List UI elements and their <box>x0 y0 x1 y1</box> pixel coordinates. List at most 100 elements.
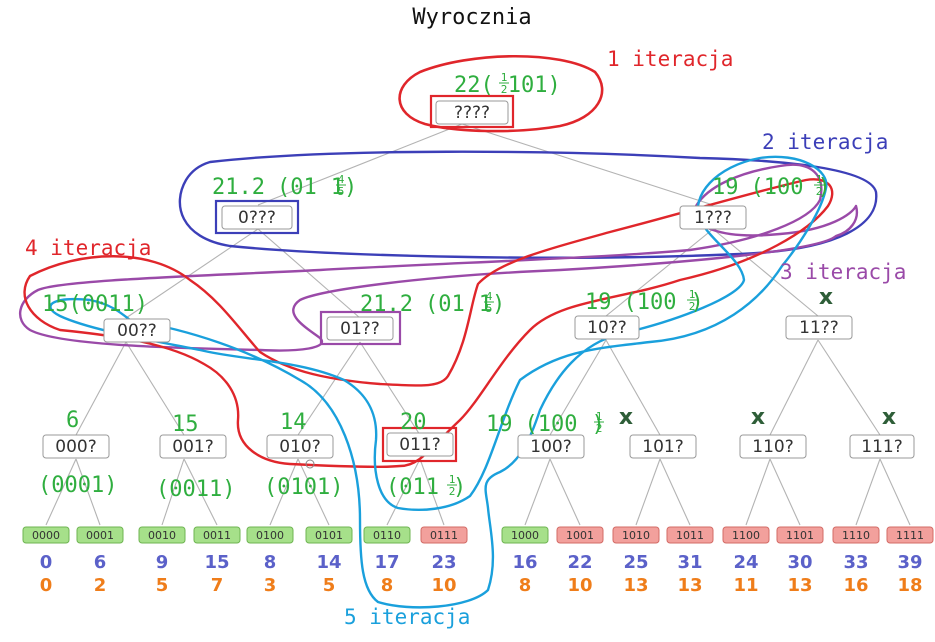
node-110: 110? <box>739 434 807 459</box>
estimate-value: 21.2 <box>360 292 413 317</box>
estimate-seq-pre: (01 <box>277 175 317 200</box>
estimate-n011-seq: (011) <box>386 475 466 500</box>
leaf-box <box>246 526 294 544</box>
node-label: 011? <box>399 435 440 455</box>
estimate-seq: (0011) <box>69 292 148 317</box>
highlight-boxes <box>214 94 515 463</box>
estimate-seq-post: 1) <box>479 292 506 317</box>
outline-iteration-3 <box>19 163 859 352</box>
diagram-title: Wyrocznia <box>412 5 531 30</box>
estimate-frac-num: 1 <box>501 71 508 84</box>
leaf-box <box>612 526 660 544</box>
edge-n11-n111 <box>817 339 881 436</box>
estimate-seq-post: ) <box>591 412 604 437</box>
estimate-seq-post: ) <box>453 475 466 500</box>
leaf-value-top: 16 <box>512 552 537 573</box>
edge-leaf <box>769 458 801 526</box>
node-label: ???? <box>454 103 490 123</box>
leaf-label: 1110 <box>842 529 870 542</box>
estimate-seq-pre: ( <box>481 73 494 98</box>
estimate-n1-text: 19 (100) <box>712 175 831 200</box>
estimate-frac-den: 2 <box>501 83 508 96</box>
edge-leaf <box>297 458 330 526</box>
estimate-n0-text: 21.2 (01 1) <box>212 175 357 200</box>
estimate-n01: 21.2 (01 1) 4 5 <box>360 290 505 317</box>
leaf-value-top: 6 <box>94 552 107 573</box>
edge-leaf <box>659 458 691 526</box>
estimate-root-text: 22(101) <box>454 73 561 98</box>
node-box <box>386 432 454 457</box>
leaf-value-bottom: 2 <box>94 575 107 596</box>
estimate-n01-text: 21.2 (01 1) <box>360 292 505 317</box>
node-100: 100? <box>517 434 585 459</box>
leaf-value-top: 17 <box>374 552 399 573</box>
edge-leaf <box>269 458 299 526</box>
node-box <box>42 434 110 459</box>
leaf-label: 0100 <box>256 529 284 542</box>
estimate-seq-pre: (100 <box>751 175 804 200</box>
estimate-n001-value: 15 <box>172 412 199 437</box>
cross-icon-n110: x <box>751 405 765 430</box>
iteration-label-5: 5 iteracja <box>344 605 470 629</box>
leaf-box <box>305 526 353 544</box>
estimate-value: 19 <box>712 175 739 200</box>
estimate-frac-num: 4 <box>338 173 345 186</box>
leaf-0001: 0001 62 <box>76 526 124 596</box>
node-label: 01?? <box>340 319 380 339</box>
estimate-value: 19 <box>585 290 612 315</box>
node-label: 00?? <box>117 321 157 341</box>
node-011: 011? <box>386 432 454 457</box>
node-101: 101? <box>629 434 697 459</box>
leaf-value-top: 15 <box>204 552 229 573</box>
leaf-box <box>138 526 186 544</box>
leaf-value-top: 25 <box>623 552 648 573</box>
node-label: 0??? <box>238 208 276 228</box>
leaf-box <box>363 526 411 544</box>
leaf-box <box>556 526 604 544</box>
node-box <box>629 434 697 459</box>
edge-n11-n110 <box>769 339 819 436</box>
leaf-box <box>886 526 934 544</box>
leaf-value-top: 8 <box>264 552 277 573</box>
pruned-marks: x x x x <box>619 285 896 430</box>
highlight-root <box>429 94 515 129</box>
cross-icon-n111: x <box>882 405 896 430</box>
estimate-n011-value: 20 <box>400 410 427 435</box>
estimate-value: 15 <box>42 292 69 317</box>
estimate-n010-value: 14 <box>280 410 307 435</box>
edge-n10-n101 <box>605 339 661 436</box>
node-box <box>221 205 293 230</box>
edge-n0-n01 <box>257 228 361 319</box>
node-001: 001? <box>159 434 227 459</box>
node-box <box>326 316 394 341</box>
node-label: 001? <box>172 437 213 457</box>
node-11: 11?? <box>785 315 853 340</box>
estimate-seq-pre: (011 <box>386 475 439 500</box>
iteration-outlines <box>19 54 878 609</box>
leaf-value-bottom: 5 <box>156 575 169 596</box>
node-label: 101? <box>642 437 683 457</box>
edge-leaf <box>386 458 421 526</box>
leaf-box <box>501 526 549 544</box>
leaf-value-top: 14 <box>316 552 341 573</box>
leaf-box <box>193 526 241 544</box>
estimate-n10-text: 19 (100) <box>585 290 704 315</box>
estimate-n001-seq: (0011) <box>156 477 235 502</box>
node-box <box>435 100 509 125</box>
leaf-label: 1101 <box>786 529 814 542</box>
estimate-frac-den: 2 <box>596 422 603 435</box>
node-label: 100? <box>530 437 571 457</box>
node-box <box>517 434 585 459</box>
leaf-label: 0111 <box>430 529 458 542</box>
leaf-value-top: 24 <box>733 552 758 573</box>
node-label: 1??? <box>694 208 732 228</box>
estimate-root: 22(101) 1 2 <box>454 71 561 98</box>
highlight-n011 <box>381 426 458 463</box>
iteration-label-2: 2 iteracja <box>762 130 888 154</box>
estimate-value: 21.2 <box>212 175 265 200</box>
leaf-label: 1011 <box>676 529 704 542</box>
estimate-value: 22 <box>454 73 481 98</box>
